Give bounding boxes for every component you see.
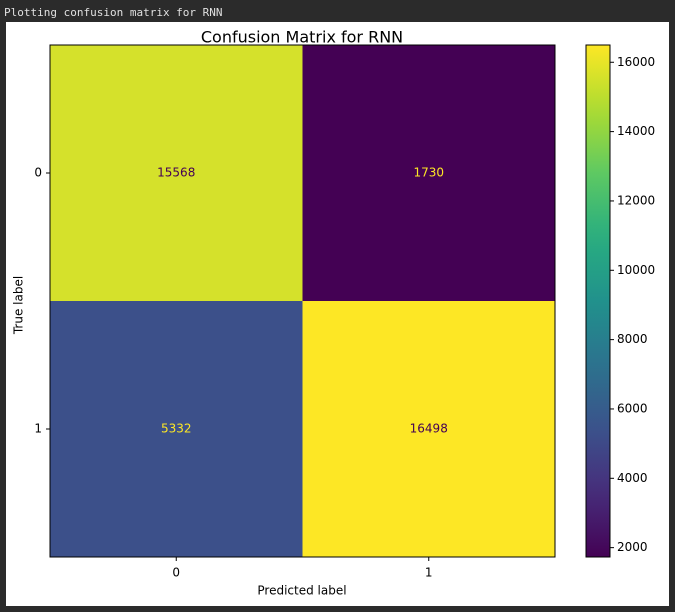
heatmap-cell [302, 45, 555, 301]
heatmap-cell [50, 45, 303, 301]
heatmap-cell [302, 301, 555, 557]
x-tick-label: 1 [425, 566, 433, 580]
colorbar-tick-label: 2000 [617, 540, 648, 554]
colorbar-tick-label: 4000 [617, 471, 648, 485]
cell-value-label: 15568 [157, 166, 195, 180]
y-axis-label: True label [12, 276, 26, 335]
cell-value-label: 5332 [161, 422, 192, 436]
cell-value-label: 16498 [410, 422, 448, 436]
cell-value-label: 1730 [413, 166, 444, 180]
colorbar [585, 44, 611, 558]
colorbar-tick-label: 16000 [617, 55, 655, 69]
console-line: Plotting confusion matrix for RNN [4, 6, 223, 19]
colorbar-tick-label: 14000 [617, 124, 655, 138]
plot-frame [49, 44, 556, 558]
x-axis-label: Predicted label [257, 584, 346, 598]
colorbar-tick-label: 10000 [617, 263, 655, 277]
heatmap-cell [50, 301, 303, 557]
x-tick-label: 0 [172, 566, 180, 580]
y-tick-label: 0 [34, 166, 42, 180]
colorbar-tick-label: 12000 [617, 193, 655, 207]
chart-title: Confusion Matrix for RNN [201, 28, 403, 47]
colorbar-tick-label: 6000 [617, 401, 648, 415]
colorbar-tick-label: 8000 [617, 332, 648, 346]
y-tick-label: 1 [34, 422, 42, 436]
